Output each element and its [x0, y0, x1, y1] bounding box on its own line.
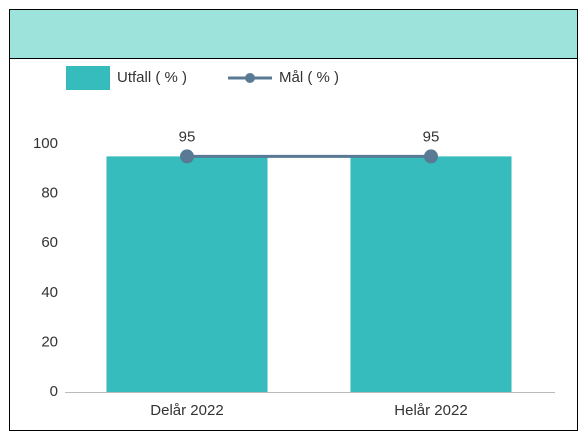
header-band: [10, 10, 577, 58]
legend-label: Mål ( % ): [279, 69, 339, 86]
line-point: [180, 149, 194, 164]
x-tick-label: Helår 2022: [394, 402, 467, 419]
y-tick-label: 40: [41, 284, 58, 301]
line-point: [424, 149, 438, 164]
y-tick-label: 20: [41, 333, 58, 350]
legend-label: Utfall ( % ): [117, 69, 187, 86]
bar: [350, 156, 512, 392]
legend-swatch: [66, 66, 110, 90]
y-tick-label: 60: [41, 234, 58, 251]
y-tick-label: 80: [41, 185, 58, 202]
y-tick-label: 0: [50, 383, 58, 400]
data-label: 95: [179, 128, 196, 145]
data-label: 95: [423, 128, 440, 145]
legend-dot: [245, 73, 256, 83]
x-tick-label: Delår 2022: [150, 402, 223, 419]
bar: [106, 156, 268, 392]
y-tick-label: 100: [33, 135, 58, 152]
